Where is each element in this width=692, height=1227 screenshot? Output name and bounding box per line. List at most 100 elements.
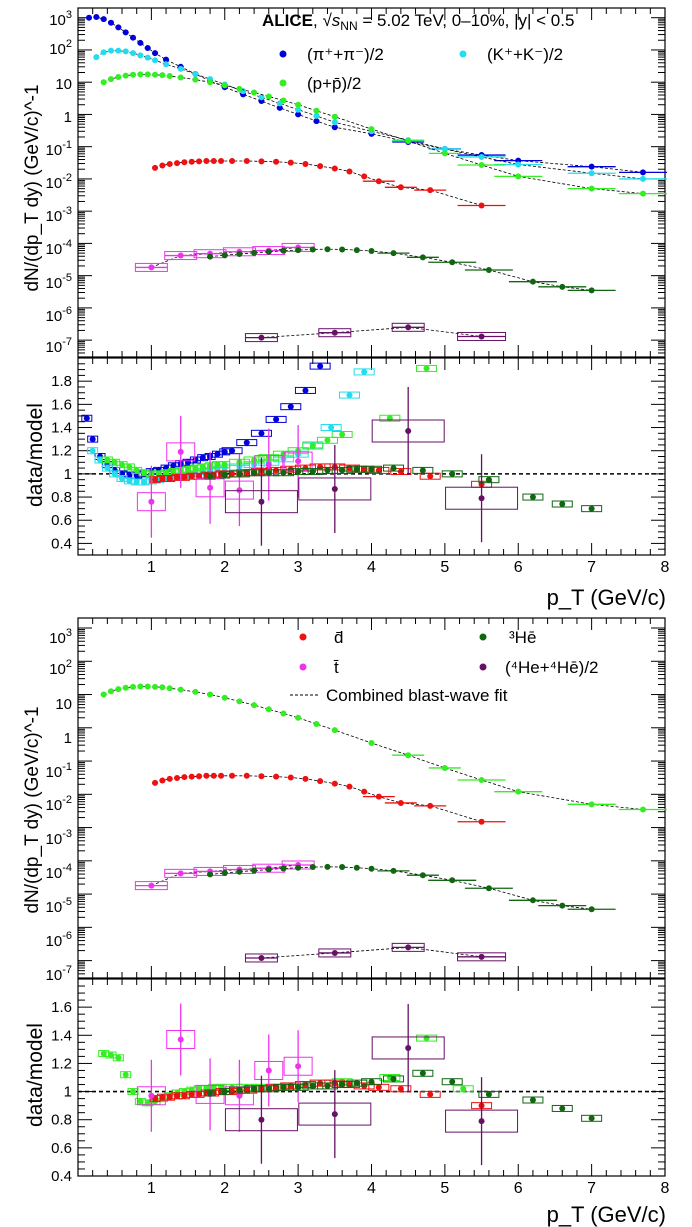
data-point-d-: [478, 202, 485, 209]
data-point--He-: [265, 248, 272, 255]
y-tick-base: 10: [46, 208, 63, 225]
x-tick-label: 8: [661, 559, 670, 576]
data-point-d-: [181, 774, 188, 781]
ratio-point--p-p-2: [122, 1071, 129, 1078]
data-point-t-: [148, 882, 155, 889]
ratio-point--K-K-2: [119, 475, 126, 482]
ratio-point--K-K-2: [126, 477, 133, 484]
header-experiment: ALICE: [262, 11, 313, 30]
y-tick-base: 10: [46, 275, 63, 292]
header-sqrt-label: s: [332, 11, 341, 30]
data-point--K-K-2: [130, 50, 137, 57]
ratio-point--p-p-2: [126, 463, 133, 470]
data-point-d-: [317, 778, 324, 785]
data-point--p-p-2: [331, 727, 338, 734]
data-point-d-: [397, 184, 404, 191]
fit-curve: [261, 326, 482, 338]
data-point-d-: [273, 773, 280, 780]
syst-box: [391, 942, 425, 952]
ratio-point--He-: [419, 1070, 426, 1077]
data-point--p-p-2: [405, 752, 412, 759]
data-point--K-K-2: [93, 54, 100, 61]
data-point-d-: [302, 775, 309, 782]
data-point--2: [295, 111, 302, 118]
data-point-d-: [166, 161, 173, 168]
legend-marker-antitriton: [299, 663, 307, 671]
ratio-point--He-: [390, 1075, 397, 1082]
data-point--p-p-2: [166, 685, 173, 692]
ratio-point--He-: [529, 494, 536, 501]
ratio-point--2: [229, 447, 236, 454]
ratio-point--He-: [207, 1089, 214, 1096]
data-point-d-: [188, 158, 195, 165]
ratio-point--p-p-2: [104, 456, 111, 463]
y-tick-exponent: -5: [62, 272, 72, 284]
ratio-point--He-He-2: [258, 498, 265, 505]
data-point--p-p-2: [405, 138, 412, 145]
data-point--2: [130, 34, 137, 41]
data-point--K-K-2: [515, 161, 522, 168]
ratio-point--He-He-2: [331, 485, 338, 492]
ratio-point-d-: [273, 1084, 280, 1091]
y-tick-label: 10-2: [46, 172, 72, 192]
data-point--2: [276, 104, 283, 111]
bottom-ratio-ylabel: data/model: [24, 1023, 47, 1127]
ratio-frame: [77, 978, 666, 1177]
syst-box: [457, 952, 507, 962]
ratio-point--He-: [353, 1080, 360, 1087]
y-tick-exponent: -6: [62, 305, 72, 317]
ratio-point--He-: [588, 1115, 595, 1122]
data-point--He-: [353, 247, 360, 254]
top-xlabel: p_T (GeV/c): [547, 585, 666, 610]
data-point--p-p-2: [478, 776, 485, 783]
ratio-point--He-He-2: [405, 1044, 412, 1051]
y-tick-base: 10: [46, 967, 63, 984]
ratio-point-d-: [188, 1091, 195, 1098]
data-point--p-p-2: [159, 72, 166, 79]
y-tick-label: 10-5: [46, 272, 72, 292]
ratio-point--K-K-2: [328, 424, 335, 431]
ratio-point--He-: [265, 469, 272, 476]
data-point-d-: [166, 775, 173, 782]
ratio-point-t-: [236, 1092, 243, 1099]
ratio-point--p-p-2: [251, 456, 258, 463]
syst-box: [164, 251, 198, 261]
y-tick-exponent: -2: [62, 172, 72, 184]
y-tick-label: 10-4: [46, 238, 72, 258]
y-tick-exponent: -3: [62, 205, 72, 217]
data-point--2: [313, 118, 320, 125]
ratio-point--p-p-2: [133, 467, 140, 474]
y-tick-exponent: -4: [62, 862, 72, 874]
y-tick-base: 10: [46, 865, 63, 882]
data-point--p-p-2: [166, 73, 173, 80]
ratio-point--He-: [295, 468, 302, 475]
legend-label-antitriton: t̄: [333, 658, 339, 677]
top-ratio-ylabel: data/model: [24, 403, 47, 507]
ratio-point-d-: [427, 1091, 434, 1098]
data-point--He-: [207, 871, 214, 878]
y-tick-label: 10: [55, 696, 72, 713]
bottom-legend: d̄ t̄ ³Hē (⁴He+⁴Hē)/2 Combined blast-w…: [290, 628, 599, 705]
data-point--He-: [221, 252, 228, 259]
header-sqrt-sub: NN: [340, 19, 357, 33]
data-point-d-: [346, 168, 353, 175]
data-point--2: [100, 16, 107, 23]
data-point--p-p-2: [368, 126, 375, 133]
data-point--K-K-2: [108, 47, 115, 54]
ratio-tick-label: 1.6: [51, 999, 72, 1016]
x-tick-label: 1: [147, 559, 156, 576]
y-tick-exponent: -4: [62, 238, 72, 250]
data-point--He-: [390, 250, 397, 257]
data-point--K-K-2: [441, 145, 448, 152]
ratio-point--K-K-2: [133, 478, 140, 485]
y-tick-exponent: 2: [66, 38, 72, 50]
data-point-d-: [375, 793, 382, 800]
ratio-point--2: [302, 387, 309, 394]
y-tick-label: 10-1: [46, 139, 72, 159]
data-point--p-p-2: [236, 698, 243, 705]
ratio-point--2: [89, 436, 96, 443]
x-tick-label: 3: [294, 559, 303, 576]
ratio-point-t-: [295, 1063, 302, 1070]
data-point--p-p-2: [192, 688, 199, 695]
y-tick-base: 10: [46, 175, 63, 192]
